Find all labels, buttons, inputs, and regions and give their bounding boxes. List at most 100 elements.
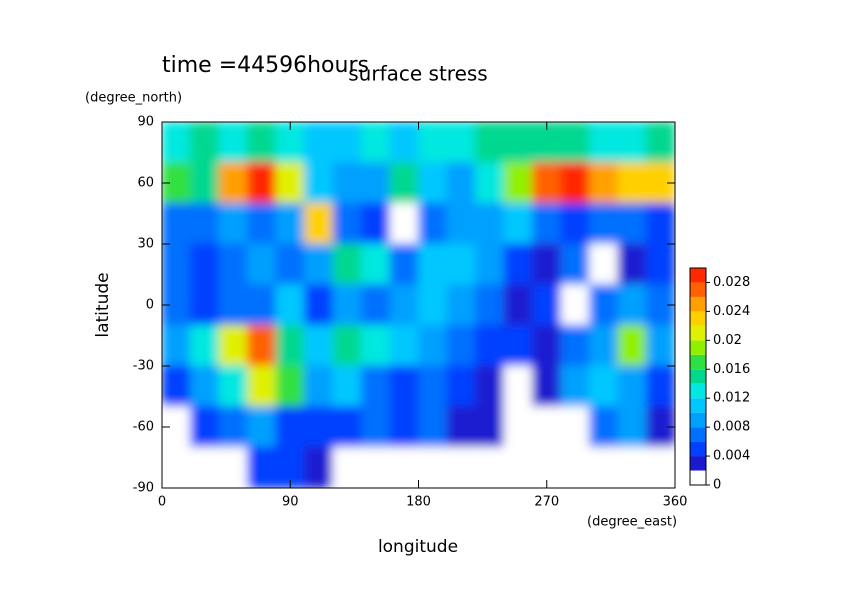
x-tick-label: 90	[282, 495, 299, 510]
cell	[190, 202, 220, 245]
cell	[532, 202, 562, 245]
cell	[332, 202, 362, 245]
colorbar-segment	[690, 325, 706, 341]
cell	[475, 162, 505, 204]
cell	[389, 243, 419, 286]
cell	[475, 446, 505, 488]
cell	[247, 365, 277, 408]
colorbar-segment	[690, 296, 706, 312]
cell	[190, 324, 220, 367]
cell	[617, 162, 647, 204]
cell	[332, 324, 362, 367]
cell	[446, 365, 476, 408]
cell	[218, 243, 248, 286]
cell	[275, 365, 305, 408]
cell	[560, 122, 590, 164]
cell	[162, 446, 191, 488]
cell	[332, 243, 362, 286]
cell	[190, 365, 220, 408]
cell	[503, 202, 533, 245]
cell	[446, 284, 476, 326]
cell	[304, 162, 334, 204]
cell	[589, 202, 619, 245]
x-tick-label: 180	[406, 495, 431, 510]
cell	[361, 406, 391, 448]
colorbar-frame	[689, 267, 707, 486]
colorbar-tick-label: 0.012	[713, 391, 750, 406]
cell	[162, 324, 191, 367]
cell	[304, 324, 334, 367]
cell	[304, 284, 334, 326]
cell	[560, 202, 590, 245]
cell	[475, 365, 505, 408]
cell	[361, 122, 391, 164]
cell	[162, 365, 191, 408]
cell	[446, 406, 476, 448]
cell	[304, 365, 334, 408]
cell	[475, 243, 505, 286]
cell	[532, 162, 562, 204]
cell	[361, 162, 391, 204]
cell	[162, 122, 191, 164]
cell	[275, 324, 305, 367]
cell	[389, 446, 419, 488]
cell	[162, 202, 191, 245]
cell	[418, 365, 448, 408]
cell	[190, 406, 220, 448]
cell	[589, 122, 619, 164]
cell	[560, 446, 590, 488]
colorbar-segment	[690, 398, 706, 413]
cell	[247, 243, 277, 286]
colorbar-segment	[690, 354, 706, 370]
cell	[446, 324, 476, 367]
cell	[418, 406, 448, 448]
cell	[503, 406, 533, 448]
cell	[247, 446, 277, 488]
cell	[418, 243, 448, 286]
cell	[446, 446, 476, 488]
y-axis-label: latitude	[93, 272, 113, 337]
cell	[532, 406, 562, 448]
cell	[275, 284, 305, 326]
cell	[503, 284, 533, 326]
cell	[275, 406, 305, 448]
cell	[247, 406, 277, 448]
cell	[503, 162, 533, 204]
colorbar-tick-label: 0.004	[713, 449, 750, 464]
cell	[589, 243, 619, 286]
cell	[218, 122, 248, 164]
cell	[304, 122, 334, 164]
cell	[617, 284, 647, 326]
cell	[418, 202, 448, 245]
field	[162, 122, 675, 488]
cell	[532, 365, 562, 408]
colorbar-segment	[690, 456, 706, 471]
cell	[560, 162, 590, 204]
cell	[247, 122, 277, 164]
cell	[218, 202, 248, 245]
colorbar-segment	[690, 369, 706, 384]
cell	[418, 162, 448, 204]
chart-title: surface stress	[348, 62, 487, 86]
colorbar-segment	[690, 268, 706, 283]
cell	[247, 162, 277, 204]
cell	[617, 406, 647, 448]
cell	[503, 324, 533, 367]
y-tick-label: 90	[137, 115, 154, 130]
cell	[617, 122, 647, 164]
cell	[646, 324, 675, 367]
x-tick-label: 360	[663, 495, 688, 510]
cell	[361, 284, 391, 326]
cell	[475, 202, 505, 245]
cell	[304, 243, 334, 286]
y-tick-label: -60	[133, 420, 154, 435]
cell	[418, 122, 448, 164]
cell	[389, 406, 419, 448]
cell	[475, 122, 505, 164]
cell	[389, 324, 419, 367]
cell	[218, 446, 248, 488]
y-tick-label: -90	[133, 481, 154, 496]
cell	[418, 446, 448, 488]
cell	[617, 243, 647, 286]
cell	[162, 243, 191, 286]
